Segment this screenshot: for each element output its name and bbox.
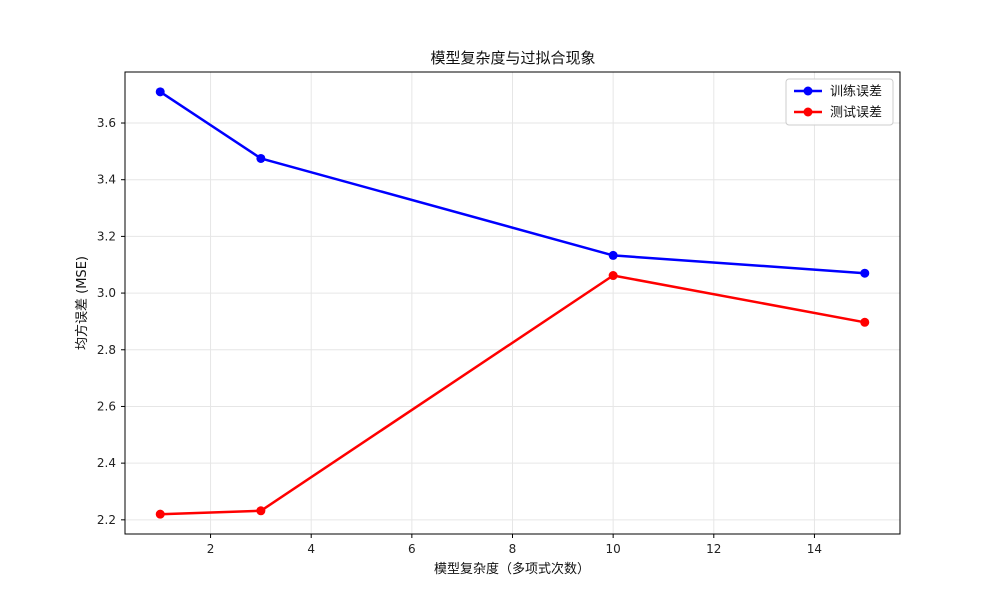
y-axis-title: 均方误差 (MSE) bbox=[74, 256, 90, 350]
data-point bbox=[860, 268, 870, 278]
data-point bbox=[155, 509, 165, 519]
y-tick-label: 2.6 bbox=[97, 399, 116, 413]
series-0 bbox=[155, 87, 870, 278]
data-point bbox=[155, 87, 165, 97]
y-axis: 2.2 2.4 2.6 2.8 3.0 3.2 3.4 3.6 bbox=[97, 116, 125, 527]
y-tick-label: 2.4 bbox=[97, 456, 116, 470]
legend: 训练误差 测试误差 bbox=[785, 78, 894, 126]
x-tick-label: 10 bbox=[606, 542, 621, 556]
legend-label-train: 训练误差 bbox=[830, 85, 882, 100]
series-line bbox=[160, 274, 866, 516]
y-tick-label: 2.2 bbox=[97, 513, 116, 527]
x-tick-label: 6 bbox=[408, 542, 416, 556]
y-tick-label: 3.0 bbox=[97, 286, 116, 300]
data-point bbox=[256, 153, 266, 163]
x-tick-label: 4 bbox=[307, 542, 315, 556]
series-layer bbox=[155, 87, 870, 519]
grid bbox=[125, 72, 900, 534]
data-point bbox=[608, 250, 618, 260]
y-tick-label: 3.2 bbox=[97, 229, 116, 243]
x-tick-label: 2 bbox=[207, 542, 215, 556]
data-point bbox=[608, 271, 618, 281]
x-axis: 2 4 6 8 10 12 14 bbox=[207, 534, 822, 556]
x-axis-title: 模型复杂度（多项式次数） bbox=[434, 561, 590, 577]
data-point bbox=[256, 506, 266, 516]
legend-label-test: 测试误差 bbox=[830, 106, 882, 121]
legend-marker-train bbox=[803, 86, 813, 96]
data-point bbox=[860, 317, 870, 327]
y-tick-label: 3.6 bbox=[97, 116, 116, 130]
legend-marker-test bbox=[803, 107, 813, 117]
y-tick-label: 2.8 bbox=[97, 343, 116, 357]
x-tick-label: 12 bbox=[706, 542, 721, 556]
series-line bbox=[159, 90, 865, 275]
x-tick-label: 14 bbox=[807, 542, 822, 556]
series-1 bbox=[155, 271, 870, 519]
x-tick-label: 8 bbox=[509, 542, 517, 556]
chart-title: 模型复杂度与过拟合现象 bbox=[430, 49, 595, 67]
y-tick-label: 3.4 bbox=[97, 173, 116, 187]
